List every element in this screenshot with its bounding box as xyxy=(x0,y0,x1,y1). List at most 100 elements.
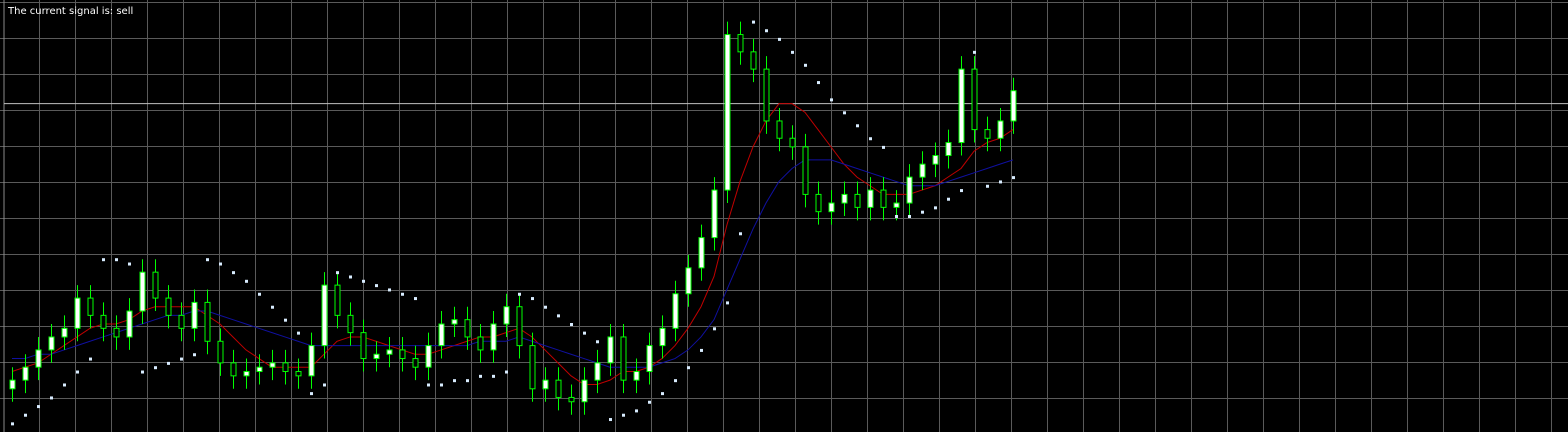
candle-body xyxy=(932,155,939,165)
sar-dot xyxy=(180,357,183,361)
candle-body xyxy=(854,193,861,208)
sar-dot xyxy=(635,409,638,413)
sar-dot xyxy=(115,258,118,262)
candle-body xyxy=(295,371,302,377)
candle-body xyxy=(334,284,341,316)
candle-body xyxy=(178,314,185,329)
sar-dot xyxy=(596,340,599,344)
sar-dot xyxy=(791,50,794,54)
sar-dot xyxy=(531,297,534,301)
sar-dot xyxy=(895,215,898,218)
sar-dot xyxy=(687,366,690,370)
sar-dot xyxy=(921,210,924,214)
candle-body xyxy=(529,345,536,390)
candle-body xyxy=(256,366,263,373)
sar-dot xyxy=(843,111,846,115)
candle-body xyxy=(360,332,367,360)
sar-dot xyxy=(206,258,209,262)
sar-dot xyxy=(765,29,768,33)
sar-dot xyxy=(492,374,495,378)
candle-body xyxy=(906,176,913,204)
sar-dot xyxy=(674,379,677,383)
sar-dot xyxy=(414,297,417,301)
candle-body xyxy=(373,353,380,360)
sar-dot xyxy=(778,37,781,41)
candle-body xyxy=(165,297,172,316)
candle-body xyxy=(347,314,354,334)
sar-dot xyxy=(830,98,833,102)
candle-body xyxy=(399,349,406,360)
candle-body xyxy=(802,146,809,195)
candle-body xyxy=(243,371,250,377)
candle-body xyxy=(997,120,1004,139)
sar-dot xyxy=(505,370,508,374)
candle-body xyxy=(880,189,887,208)
sar-dot xyxy=(37,405,40,409)
candle-body xyxy=(646,345,653,373)
candle-body xyxy=(958,68,965,144)
sar-dot xyxy=(102,258,105,262)
sar-dot xyxy=(947,197,950,201)
sar-dot xyxy=(479,374,482,378)
sar-dot xyxy=(362,279,365,283)
candle-body xyxy=(386,349,393,355)
sar-dot xyxy=(804,63,807,67)
sar-dot xyxy=(583,331,586,335)
candle-body xyxy=(984,129,991,139)
sar-dot xyxy=(908,215,911,218)
signal-text: The current signal is: sell xyxy=(7,6,133,17)
sar-dot xyxy=(141,370,144,374)
sar-dot xyxy=(960,189,963,193)
sar-dot xyxy=(986,184,989,188)
candle-body xyxy=(841,193,848,204)
candle-body xyxy=(321,284,328,347)
sar-dot xyxy=(726,301,729,305)
sar-dot xyxy=(882,145,885,149)
sar-dot xyxy=(336,271,339,275)
sar-dot xyxy=(518,292,521,296)
sar-dot xyxy=(544,305,547,309)
sar-dot xyxy=(700,348,703,352)
candle-body xyxy=(308,345,315,377)
sar-dot xyxy=(297,331,300,335)
sar-dot xyxy=(219,262,222,266)
candle-body xyxy=(789,137,796,148)
candle-body xyxy=(503,306,510,325)
candle-body xyxy=(581,379,588,403)
sar-dot xyxy=(167,361,170,365)
sar-dot xyxy=(310,392,313,396)
candle-body xyxy=(35,349,42,368)
sar-dot xyxy=(76,370,79,374)
candle-body xyxy=(893,202,900,208)
candle-body xyxy=(87,297,94,316)
sar-dot xyxy=(570,323,573,326)
sar-dot xyxy=(856,124,859,128)
sar-dot xyxy=(63,383,66,387)
candle-body xyxy=(412,358,419,368)
sar-dot xyxy=(713,327,716,331)
sar-dot xyxy=(50,396,53,400)
candle-body xyxy=(74,297,81,329)
candle-body xyxy=(425,345,432,368)
sar-dot xyxy=(128,262,131,266)
sar-dot xyxy=(245,279,248,283)
candle-body xyxy=(1010,90,1017,122)
candle-body xyxy=(438,323,445,347)
candle-body xyxy=(919,163,926,178)
candle-body xyxy=(61,327,68,338)
candle-body xyxy=(711,189,718,239)
candle-body xyxy=(867,189,874,208)
candle-body xyxy=(620,336,627,381)
sar-dot xyxy=(154,366,157,370)
sar-dot xyxy=(739,232,742,236)
candle-body xyxy=(230,362,237,377)
candle-body xyxy=(100,314,107,329)
candle-body xyxy=(139,271,146,312)
candle-body xyxy=(594,362,601,381)
sar-dot xyxy=(440,383,443,387)
candle-body xyxy=(945,142,952,157)
sar-dot xyxy=(648,400,651,404)
sar-dot xyxy=(232,271,235,275)
candle-body xyxy=(9,379,16,390)
